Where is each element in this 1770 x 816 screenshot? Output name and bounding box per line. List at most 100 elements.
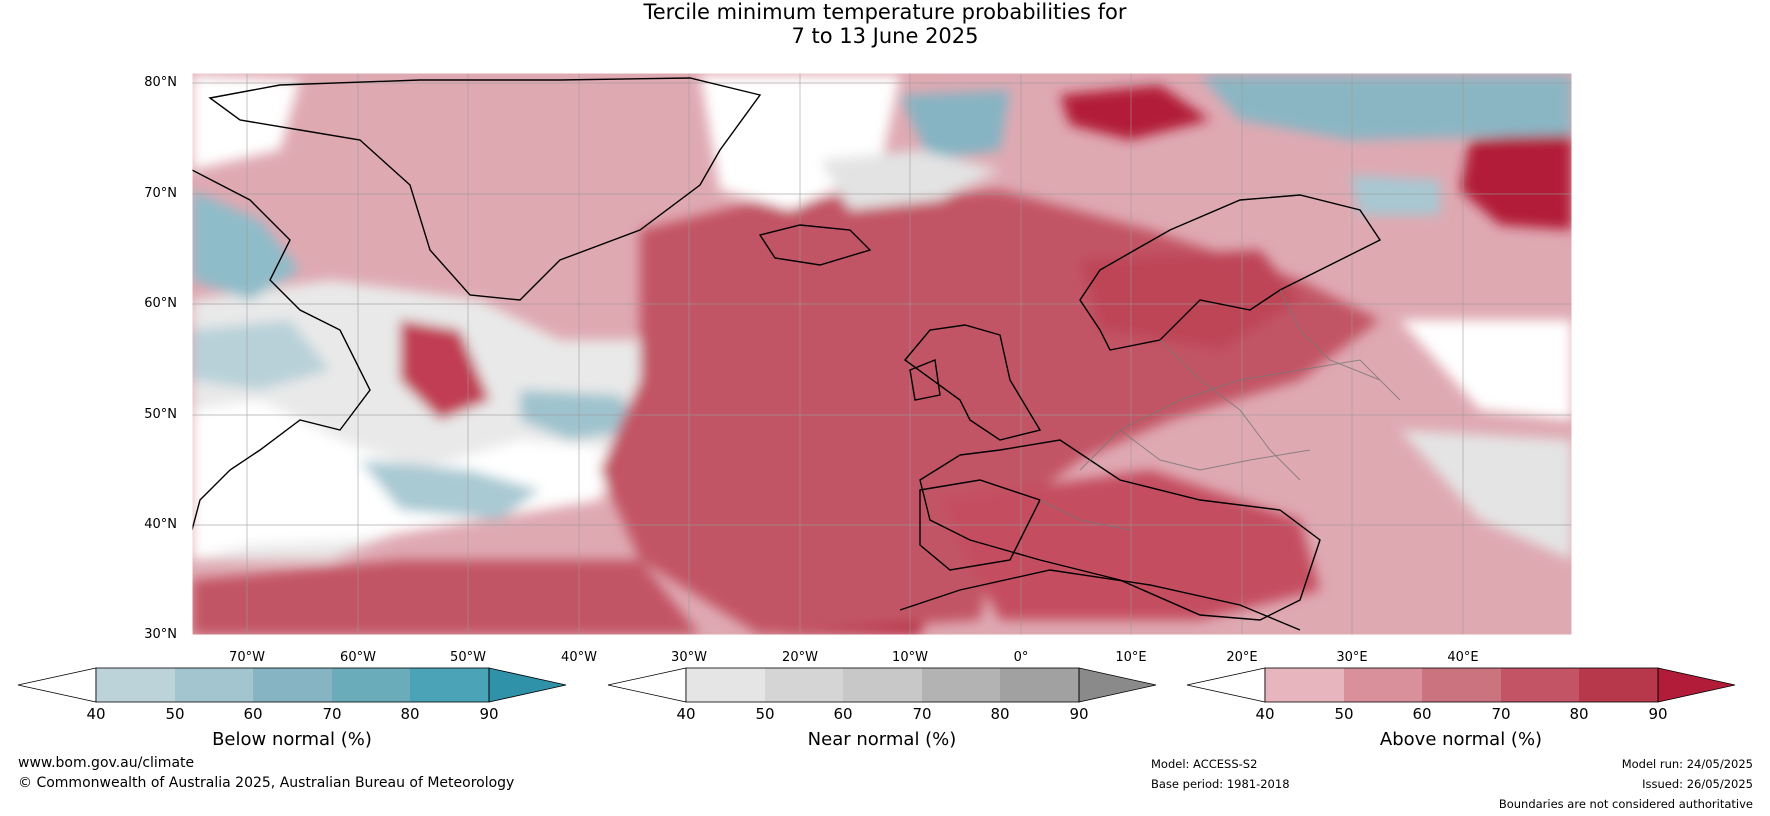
lat-label-80n: 80°N (144, 75, 177, 90)
colorbar-above (1186, 667, 1736, 703)
lon-label-20w: 20°W (782, 650, 818, 665)
lon-label-0: 0° (1013, 650, 1029, 665)
lon-label-10w: 10°W (892, 650, 928, 665)
colorbar-above-bin-5 (1579, 668, 1658, 702)
model-text: Model: ACCESS-S2 (1151, 757, 1258, 771)
colorbar-below-label: Below normal (%) (212, 729, 372, 750)
colorbar-near-tick: 70 (912, 705, 932, 723)
colorbar-below-tick: 40 (86, 705, 106, 723)
lon-label-30e: 30°E (1336, 650, 1368, 665)
borders (1039, 289, 1401, 531)
base-period-text: Base period: 1981-2018 (1151, 777, 1290, 791)
title-line-1: Tercile minimum temperature probabilitie… (643, 0, 1127, 24)
colorbar-above-label: Above normal (%) (1379, 729, 1543, 750)
colorbar-above-tick: 70 (1491, 705, 1511, 723)
colorbar-above-min-arrow (1186, 667, 1266, 703)
colorbar-above-bin-2 (1344, 668, 1422, 702)
lon-label-20e: 20°E (1226, 650, 1258, 665)
model-run-text: Model run: 24/05/2025 (1621, 757, 1753, 771)
above-normal-core-labrador-sea (400, 320, 490, 420)
colorbar-below-bin-5 (410, 668, 489, 702)
colorbar-near-tick: 60 (833, 705, 853, 723)
colorbar-near-min-arrow (607, 667, 687, 703)
title-line-2: 7 to 13 June 2025 (791, 24, 979, 48)
colorbar-near-tick: 50 (755, 705, 775, 723)
lon-label-40w: 40°W (561, 650, 597, 665)
colorbar-near-max-arrow (1078, 667, 1157, 703)
lat-label-70n: 70°N (144, 186, 177, 201)
colorbar-below-tick: 50 (165, 705, 185, 723)
above-normal-core-east (1460, 130, 1572, 230)
below-normal-area-north (1350, 175, 1440, 215)
above-normal-area-mediterranean (940, 470, 1320, 620)
lon-label-60w: 60°W (340, 650, 376, 665)
colorbar-above-bin-4 (1501, 668, 1579, 702)
colorbar-near-tick: 90 (1069, 705, 1089, 723)
colorbar-below (17, 667, 567, 703)
colorbar-above-tick: 40 (1255, 705, 1275, 723)
below-normal-area-nw (192, 320, 330, 390)
colorbar-below-max-arrow (488, 667, 567, 703)
coastlines (192, 77, 1382, 631)
colorbar-near-bin-4 (922, 668, 1000, 702)
white-area-east (1400, 320, 1572, 420)
above-normal-area-scandinavia (1080, 250, 1300, 350)
ireland-coast (909, 359, 941, 401)
map-frame (191, 72, 1573, 636)
colorbar-near-tick: 80 (990, 705, 1010, 723)
colorbar-near-bin-2 (765, 668, 843, 702)
colorbar-below-min-arrow (17, 667, 97, 703)
lon-label-50w: 50°W (450, 650, 486, 665)
near-normal-area-north-africa (1400, 430, 1572, 560)
colorbar-near-bin-3 (843, 668, 922, 702)
lon-label-10e: 10°E (1115, 650, 1147, 665)
canada-coast (192, 169, 371, 531)
probability-field (192, 73, 1572, 635)
colorbar-above-tick: 80 (1569, 705, 1589, 723)
colorbar-below-bin-4 (332, 668, 410, 702)
map-title: Tercile minimum temperature probabilitie… (0, 0, 1770, 48)
lat-label-60n: 60°N (144, 296, 177, 311)
colorbar-near (607, 667, 1157, 703)
website-link[interactable]: www.bom.gov.au/climate (18, 755, 195, 771)
below-normal-area-arctic (900, 90, 1010, 160)
iberia-coast (919, 479, 1041, 571)
below-normal-area-newfoundland (360, 460, 540, 520)
lon-label-30w: 30°W (671, 650, 707, 665)
colorbar-above-bin-1 (1265, 668, 1344, 702)
north-africa-coast (899, 569, 1301, 631)
above-normal-area-south (192, 560, 700, 635)
colorbar-below-tick: 60 (243, 705, 263, 723)
colorbar-below-tick: 80 (400, 705, 420, 723)
colorbar-below-bin-3 (253, 668, 332, 702)
colorbar-above-bin-3 (1422, 668, 1501, 702)
colorbar-near-label: Near normal (%) (807, 729, 957, 750)
colorbar-near-bin-1 (686, 668, 765, 702)
scandinavia-coast (1079, 194, 1382, 351)
lon-label-70w: 70°W (229, 650, 265, 665)
copyright-text: © Commonwealth of Australia 2025, Austra… (18, 775, 515, 791)
colorbar-above-tick: 90 (1648, 705, 1668, 723)
colorbar-near-bin-5 (1000, 668, 1079, 702)
issued-text: Issued: 26/05/2025 (1642, 777, 1753, 791)
lat-label-40n: 40°N (144, 517, 177, 532)
iceland-coast (758, 224, 872, 266)
british-isles-coast (903, 324, 1042, 441)
graticule (192, 73, 1572, 635)
lat-label-50n: 50°N (144, 407, 177, 422)
colorbar-near-tick: 40 (676, 705, 696, 723)
colorbar-below-tick: 90 (479, 705, 499, 723)
colorbar-below-tick: 70 (322, 705, 342, 723)
above-normal-core-nordic-sea (1060, 85, 1210, 140)
colorbar-above-tick: 60 (1412, 705, 1432, 723)
colorbar-above-max-arrow (1657, 667, 1736, 703)
greenland-coast (208, 77, 762, 301)
colorbar-above-tick: 50 (1334, 705, 1354, 723)
lat-label-30n: 30°N (144, 627, 177, 642)
below-normal-area-barents (1200, 75, 1572, 140)
lon-label-40e: 40°E (1447, 650, 1479, 665)
disclaimer-text: Boundaries are not considered authoritat… (1498, 797, 1753, 811)
colorbar-below-bin-2 (175, 668, 253, 702)
white-area-canada-north (192, 75, 300, 170)
